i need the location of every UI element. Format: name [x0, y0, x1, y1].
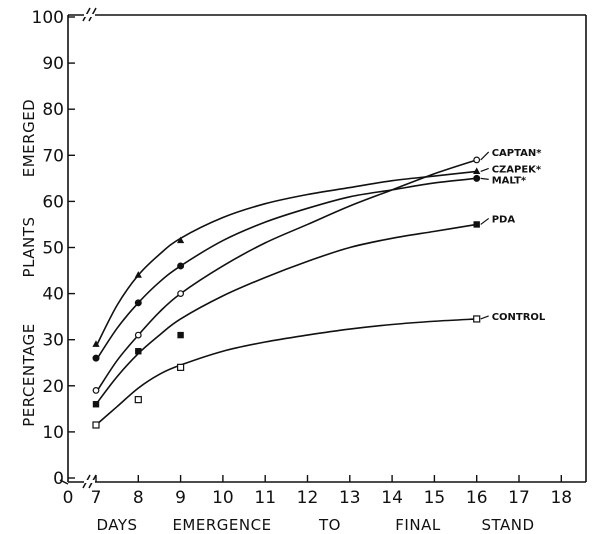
data-point	[177, 331, 184, 339]
x-axis-title-word-5: STAND	[481, 516, 534, 534]
series-leader-line	[480, 177, 489, 180]
data-point	[177, 262, 185, 270]
x-tick-label: 15	[424, 488, 446, 508]
y-tick-label: 100	[32, 8, 64, 28]
series-label: PDA	[492, 214, 516, 225]
x-axis-title-word-4: FINAL	[395, 516, 441, 534]
y-tick-label: 50	[42, 239, 64, 259]
series-label: CONTROL	[492, 312, 546, 323]
x-tick-label: 7	[91, 488, 102, 508]
data-point	[134, 271, 142, 278]
x-tick-label: 10	[212, 488, 234, 508]
x-tick-label: 8	[133, 488, 144, 508]
y-tick-label: 40	[42, 285, 64, 305]
x-tick-label: 13	[339, 488, 361, 508]
x-axis-title-word-3: TO	[318, 516, 341, 534]
data-point	[92, 354, 100, 362]
series-line	[95, 223, 477, 405]
series-line	[95, 318, 477, 426]
y-tick-label: 70	[42, 146, 64, 166]
y-axis-title-word-2: PLANTS	[20, 217, 38, 278]
x-axis-title-word-1: DAYS	[96, 516, 137, 534]
x-tick-label: 16	[466, 488, 488, 508]
x-tick-label: 9	[175, 488, 186, 508]
data-point	[92, 421, 100, 429]
y-axis-title-word-1: PERCENTAGE	[20, 323, 38, 426]
x-tick-label: 17	[508, 488, 530, 508]
x-axis-ticks: 0 7 8 9 10 11 12 13 14 15 16 17 18	[63, 475, 572, 508]
x-tick-label: 12	[297, 488, 319, 508]
y-axis-title: PERCENTAGE PLANTS EMERGED	[20, 99, 38, 427]
data-point	[92, 401, 100, 408]
data-point	[177, 363, 185, 371]
data-point	[135, 348, 142, 355]
axis-break-left-1	[59, 479, 69, 485]
series-line	[95, 159, 477, 394]
y-tick-label: 30	[42, 331, 64, 351]
data-point	[473, 221, 480, 228]
data-point	[134, 299, 142, 307]
series-leader-line	[480, 151, 490, 161]
series-leader-line	[480, 217, 490, 225]
y-tick-label: 10	[42, 423, 64, 443]
series-line	[95, 170, 477, 347]
x-axis-title: DAYS EMERGENCE TO FINAL STAND	[96, 516, 534, 534]
y-tick-label: 20	[42, 377, 64, 397]
data-point	[473, 167, 481, 175]
data-point	[177, 290, 185, 298]
axis-break-marks	[59, 7, 97, 489]
x-tick-label: 18	[550, 488, 572, 508]
series-leader-line	[480, 167, 489, 172]
x-tick-label: 11	[254, 488, 276, 508]
y-axis-ticks: 0 10 20 30 40 50 60 70 80 90 100	[32, 8, 75, 489]
plot-frame	[67, 14, 587, 483]
data-point	[473, 315, 481, 323]
x-axis-title-word-2: EMERGENCE	[172, 516, 271, 534]
series-leader-line	[480, 315, 489, 320]
series-label: CAPTAN*	[492, 148, 543, 159]
data-markers	[92, 156, 481, 429]
y-tick-label: 80	[42, 100, 64, 120]
data-point	[92, 340, 100, 347]
data-point	[473, 156, 481, 164]
data-point	[92, 387, 100, 394]
x-tick-label: 14	[381, 488, 403, 508]
axis-break-bottom-gap	[84, 480, 95, 483]
series-labels: CAPTAN* CZAPEK*MALT* PDA CONTROL	[480, 148, 546, 323]
x-tick-label: 0	[63, 488, 74, 508]
series-label: CZAPEK*	[492, 164, 542, 175]
y-tick-label: 90	[42, 54, 64, 74]
series-label: MALT*	[492, 175, 527, 186]
y-tick-label: 0	[53, 469, 64, 489]
y-axis-title-word-3: EMERGED	[20, 99, 38, 177]
axis-break-top-gap	[84, 14, 95, 17]
data-point	[473, 174, 481, 182]
series-curves	[95, 159, 477, 426]
y-tick-label: 60	[42, 192, 64, 212]
data-point	[134, 331, 142, 339]
data-point	[177, 236, 185, 244]
data-point	[134, 396, 142, 404]
